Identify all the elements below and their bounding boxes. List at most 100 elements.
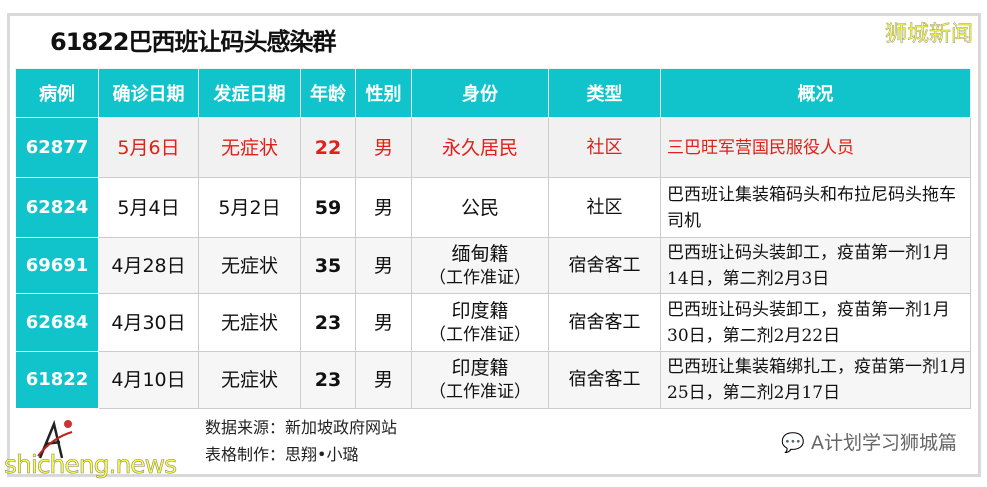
case-id: 62877: [25, 136, 89, 158]
header-type: 类型: [548, 68, 661, 118]
table-row: 62824 5月4日 5月2日 59 男 公民 社区 巴西班让集装箱码头和布拉尼码头拖车司机: [15, 177, 971, 238]
footer-credits: 数据来源：新加坡政府网站 表格制作：思翔•小璐: [205, 414, 397, 468]
cell-summary: 巴西班让码头装卸工，疫苗第一剂1月30日，第二剂2月22日: [660, 293, 971, 352]
cell-type: 宿舍客工: [548, 351, 661, 409]
cell-age: 23: [300, 293, 356, 352]
cell-status: 印度籍 （工作准证）: [411, 351, 549, 409]
onset-date: 无症状: [220, 311, 278, 334]
table-row: 69691 4月28日 无症状 35 男缅甸籍 （工作准证） 宿舍客工 巴西班让码头装卸工，疫…: [15, 237, 971, 294]
confirmed-date: 4月30日: [111, 311, 186, 334]
cell-case-id: 62684: [15, 293, 99, 352]
cell-case-id: 62877: [15, 117, 99, 178]
cell-age: 59: [300, 177, 356, 238]
header-row: 病例 确诊日期 发症日期 年龄 性别 身份 类型 概况: [15, 68, 971, 118]
cell-age: 35: [300, 237, 356, 294]
header-age: 年龄: [300, 68, 356, 118]
age: 59: [314, 196, 342, 219]
confirmed-date: 5月4日: [117, 196, 180, 219]
summary: 巴西班让码头装卸工，疫苗第一剂1月14日，第二剂2月3日: [667, 242, 950, 289]
header-confirmed: 确诊日期: [98, 68, 199, 118]
cell-status: 印度籍 （工作准证）: [411, 293, 549, 352]
onset-date: 无症状: [220, 136, 278, 159]
logo-icon: [37, 419, 73, 459]
onset-date: 5月2日: [218, 196, 281, 219]
sex: 男: [373, 311, 393, 334]
summary: 三巴旺军营国民服役人员: [667, 137, 854, 158]
case-id: 62684: [25, 311, 89, 333]
cell-onset: 无症状: [198, 351, 301, 409]
site-watermark: shicheng.news: [4, 450, 178, 480]
type: 宿舍客工: [568, 311, 641, 333]
type: 社区: [586, 136, 623, 158]
status-note: （工作准证）: [429, 267, 531, 288]
brand-watermark: 狮城新闻: [884, 22, 974, 48]
table-row: 62684 4月30日 无症状 23 男印度籍 （工作准证） 宿舍客工 巴西班让码头装卸工，疫…: [15, 293, 971, 352]
cases-table: 病例 确诊日期 发症日期 年龄 性别 身份 类型 概况 62877 5月6日 无症状…: [15, 68, 971, 409]
age: 35: [314, 254, 342, 277]
cell-case-id: 62824: [15, 177, 99, 238]
confirmed-date: 4月28日: [111, 254, 186, 277]
wechat-icon: 💬: [781, 432, 811, 454]
cell-sex: 男: [355, 351, 412, 409]
status: 印度籍: [451, 299, 509, 322]
cell-summary: 巴西班让码头装卸工，疫苗第一剂1月14日，第二剂2月3日: [660, 237, 971, 294]
cell-onset: 无症状: [198, 117, 301, 178]
cell-summary: 三巴旺军营国民服役人员: [660, 117, 971, 178]
confirmed-date: 5月6日: [117, 136, 180, 159]
cell-type: 社区: [548, 177, 661, 238]
wechat-account-name: A计划学习狮城篇: [811, 432, 957, 454]
summary: 巴西班让码头装卸工，疫苗第一剂1月30日，第二剂2月22日: [667, 299, 950, 346]
table-author: 表格制作：思翔•小璐: [205, 445, 359, 464]
case-id: 61822: [25, 369, 89, 390]
cell-case-id: 61822: [15, 351, 99, 409]
cell-confirmed: 5月6日: [98, 117, 199, 178]
status-note: （工作准证）: [429, 382, 531, 402]
onset-date: 无症状: [220, 254, 278, 277]
status: 永久居民: [441, 136, 518, 159]
summary: 巴西班让集装箱码头和布拉尼码头拖车司机: [667, 184, 956, 231]
cell-sex: 男: [355, 237, 412, 294]
cell-type: 宿舍客工: [548, 293, 661, 352]
type: 社区: [586, 196, 623, 218]
data-source: 数据来源：新加坡政府网站: [205, 418, 398, 437]
table-row: 61822 4月10日 无症状 23 男 印度籍 （工作准证） 宿舍客工 巴西班让集装箱绑扎工，…: [15, 351, 971, 409]
table-row: 62877 5月6日 无症状 22 男 永久居民 社区 三巴旺军营国民服役人员: [15, 117, 971, 178]
cell-onset: 无症状: [198, 237, 301, 294]
header-onset: 发症日期: [198, 68, 301, 118]
cell-sex: 男: [355, 117, 412, 178]
type: 宿舍客工: [568, 369, 641, 390]
cell-status: 永久居民: [411, 117, 549, 178]
cell-summary: 巴西班让集装箱绑扎工，疫苗第一剂1月25日，第二剂2月17日: [660, 351, 971, 409]
sex: 男: [373, 196, 393, 219]
cell-confirmed: 4月28日: [98, 237, 199, 294]
cell-confirmed: 4月30日: [98, 293, 199, 352]
header-case: 病例: [15, 68, 99, 118]
status-note: （工作准证）: [429, 324, 531, 345]
sex: 男: [373, 369, 393, 391]
wechat-account: 💬 A计划学习狮城篇: [781, 428, 957, 455]
cell-age: 22: [300, 117, 356, 178]
onset-date: 无症状: [220, 369, 278, 391]
cell-confirmed: 4月10日: [98, 351, 199, 409]
cell-sex: 男: [355, 177, 412, 238]
case-id: 62824: [25, 196, 89, 218]
case-id: 69691: [25, 254, 89, 276]
sex: 男: [373, 254, 393, 277]
age: 22: [314, 136, 342, 159]
cell-age: 23: [300, 351, 356, 409]
status: 公民: [460, 196, 499, 219]
cell-status: 公民: [411, 177, 549, 238]
type: 宿舍客工: [568, 254, 641, 276]
cell-summary: 巴西班让集装箱码头和布拉尼码头拖车司机: [660, 177, 971, 238]
page-title: 61822巴西班让码头感染群: [50, 28, 336, 56]
cell-confirmed: 5月4日: [98, 177, 199, 238]
cell-sex: 男: [355, 293, 412, 352]
cell-type: 社区: [548, 117, 661, 178]
sex: 男: [373, 136, 393, 159]
age: 23: [314, 369, 342, 391]
cell-onset: 5月2日: [198, 177, 301, 238]
cell-type: 宿舍客工: [548, 237, 661, 294]
confirmed-date: 4月10日: [111, 369, 186, 391]
header-status: 身份: [411, 68, 549, 118]
